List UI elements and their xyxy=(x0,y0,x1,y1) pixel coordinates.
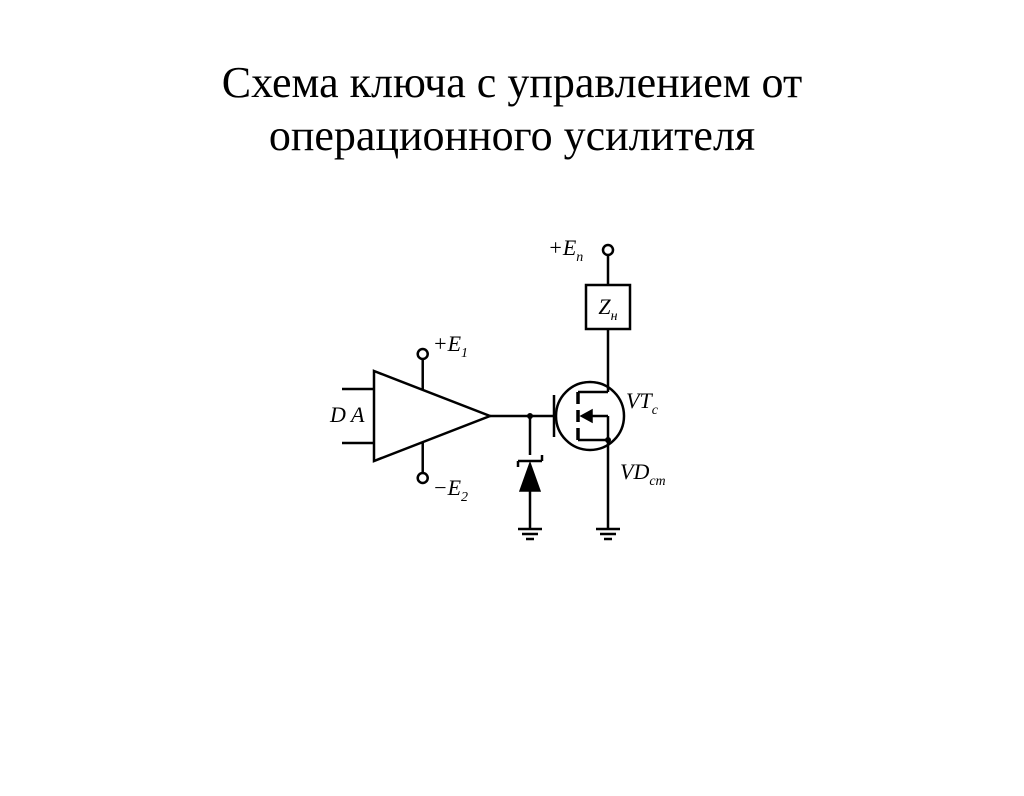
title-line-2: операционного усилителя xyxy=(269,111,755,160)
svg-text:+Eп: +Eп xyxy=(548,235,583,265)
svg-text:VTс: VTс xyxy=(626,388,659,418)
svg-text:D A: D A xyxy=(329,402,365,427)
svg-text:Zн: Zн xyxy=(598,294,617,324)
svg-text:−E2: −E2 xyxy=(433,475,468,505)
svg-text:+E1: +E1 xyxy=(433,331,468,361)
page-title: Схема ключа с управлением от операционно… xyxy=(0,29,1024,163)
circuit-diagram: D A +E1 −E2 Zн +Eп VTс VDст xyxy=(0,211,1024,571)
title-line-1: Схема ключа с управлением от xyxy=(222,58,802,107)
svg-text:VDст: VDст xyxy=(620,459,666,489)
circuit-svg: D A +E1 −E2 Zн +Eп VTс VDст xyxy=(322,211,702,571)
